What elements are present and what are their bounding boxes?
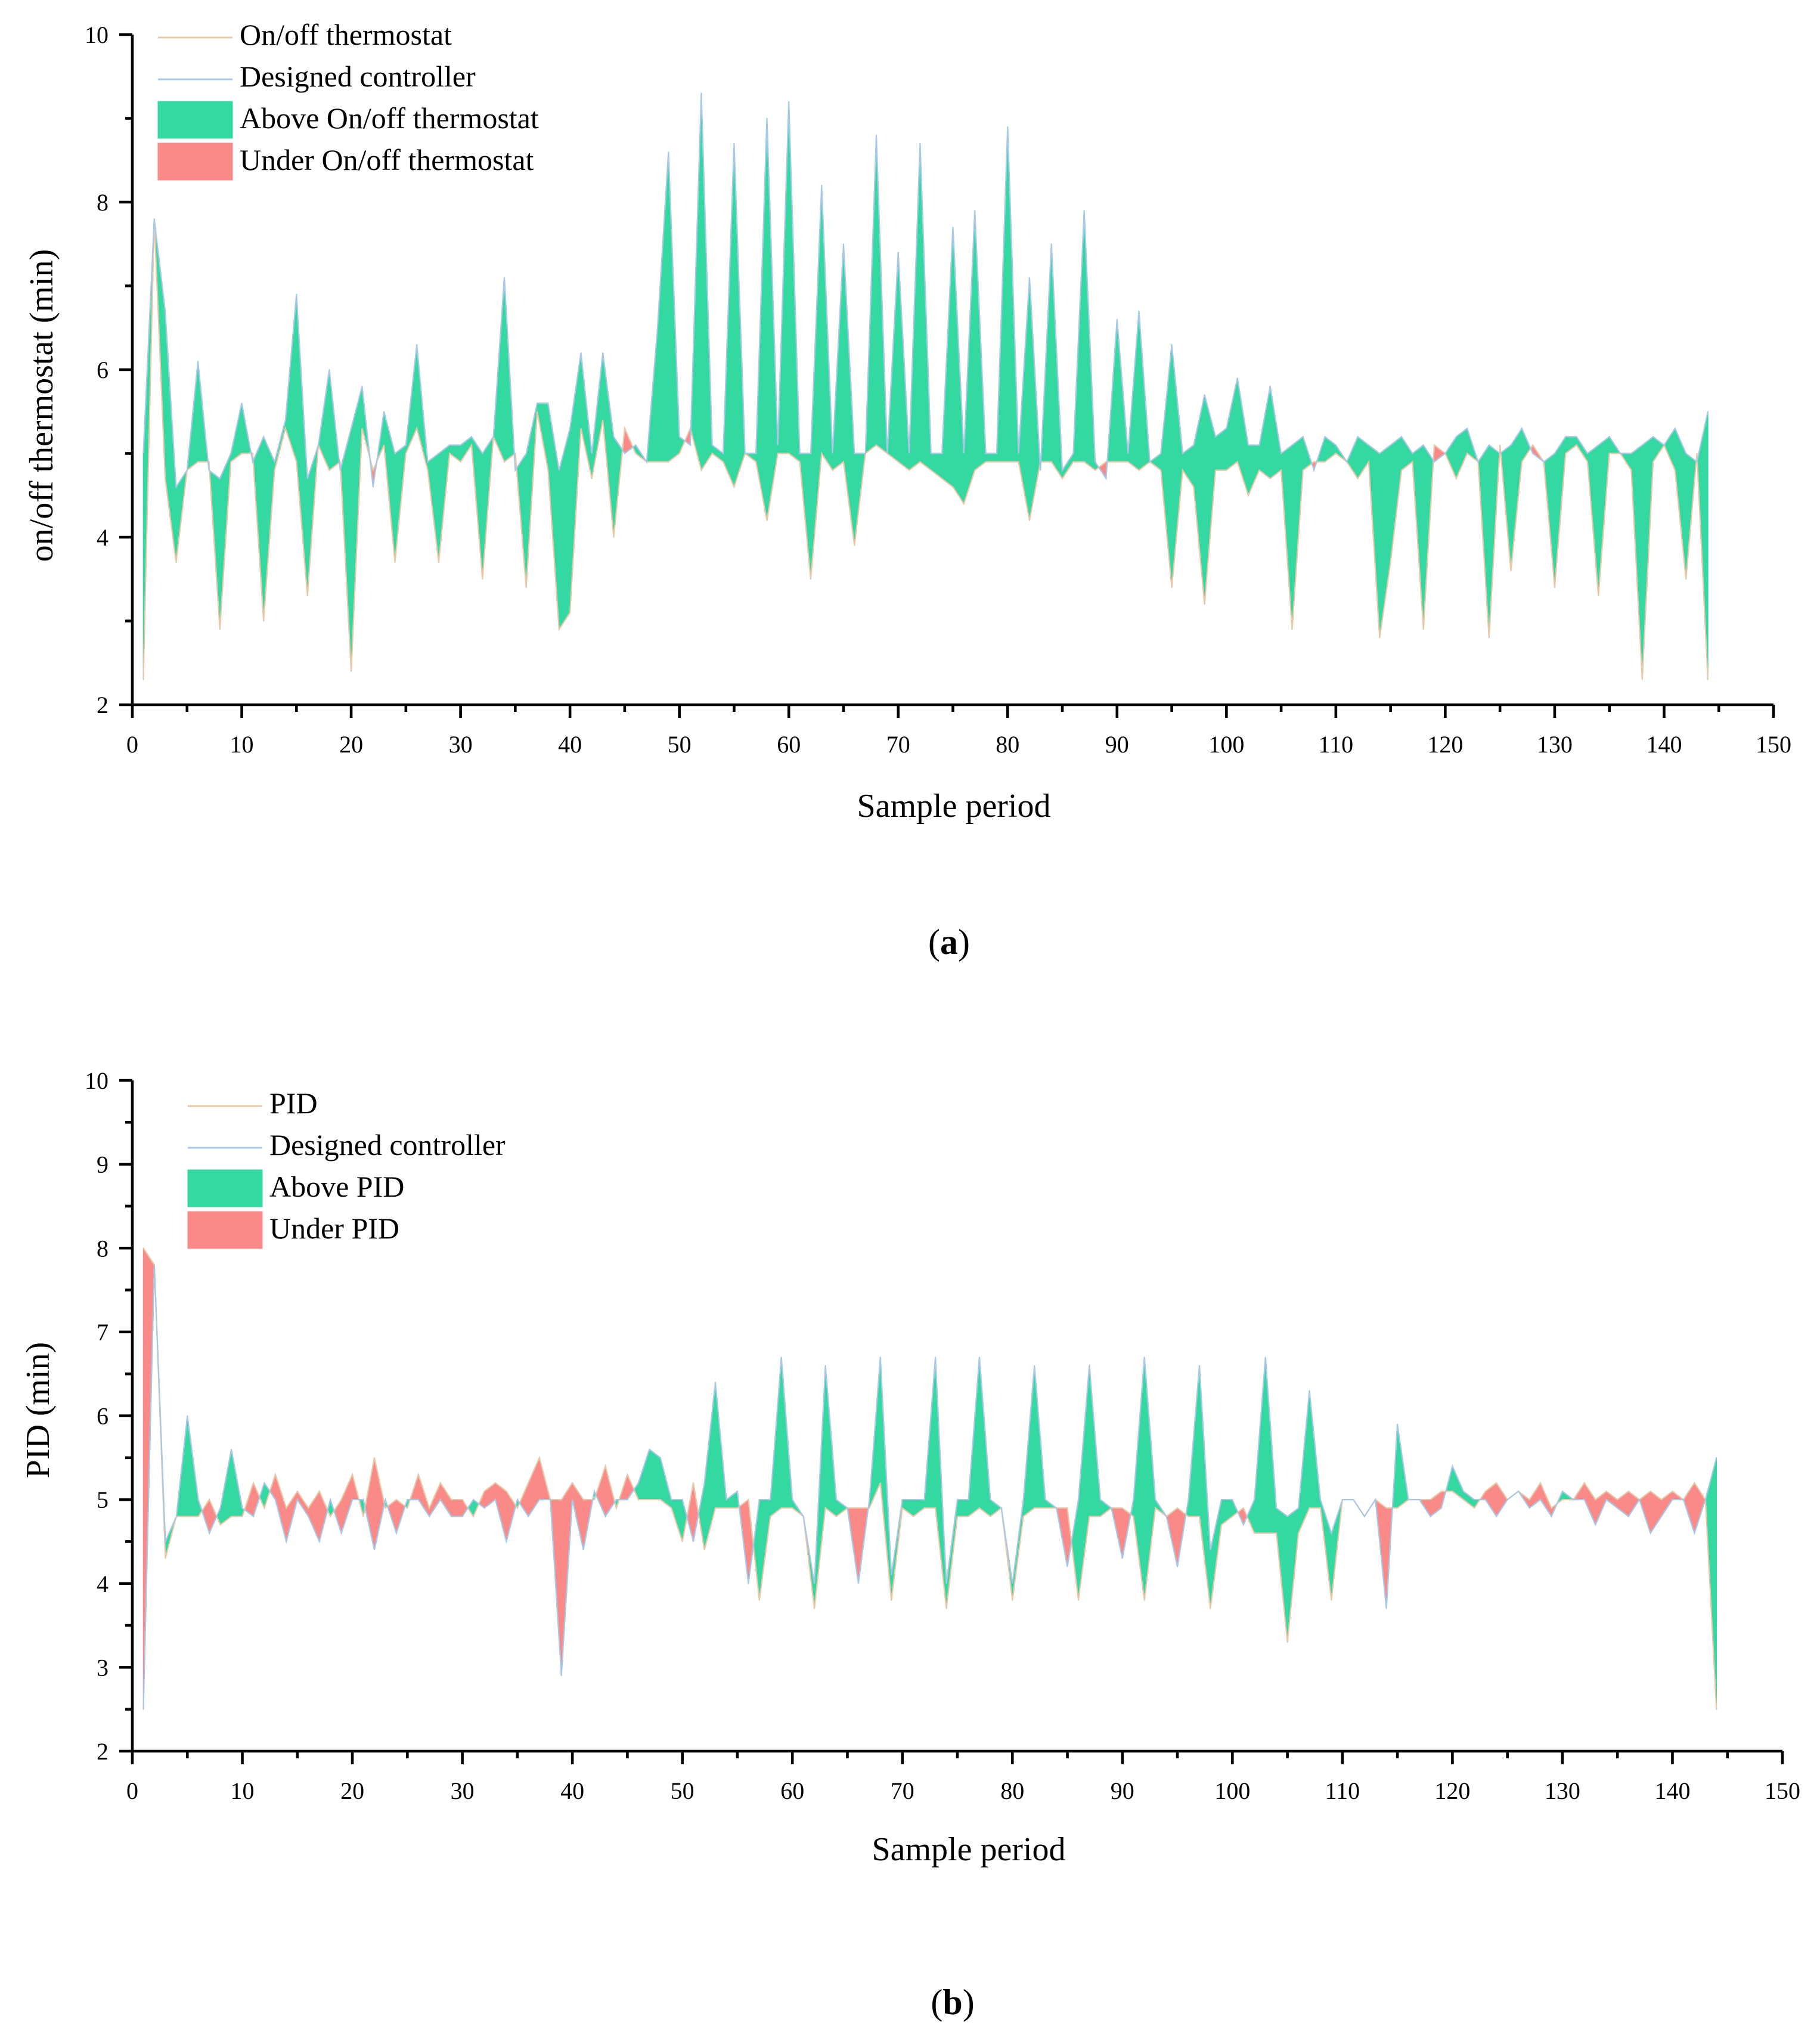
chart-a-axes: 0 10 20 30 40 50 60 70 80 90 100 110 120 130 140 150 2 4 6… bbox=[85, 21, 1791, 758]
chart-a-x-tick-label-100: 100 bbox=[1208, 731, 1244, 758]
chart-b-legend-label-3: Under PID bbox=[269, 1212, 399, 1245]
chart-b-above-area-27 bbox=[697, 1381, 740, 1551]
chart-a-x-tick-label-10: 10 bbox=[230, 731, 254, 758]
chart-a-x-tick-label-50: 50 bbox=[668, 731, 692, 758]
chart-b-y-tick-label-5: 5 bbox=[97, 1486, 108, 1513]
chart-a-reference-line bbox=[142, 219, 1709, 680]
chart-b-y-tick-label-6: 6 bbox=[97, 1403, 108, 1430]
chart-b-x-tick-label-120: 120 bbox=[1434, 1777, 1470, 1804]
chart-b-under-area-14 bbox=[410, 1474, 469, 1517]
chart-a-area-layer bbox=[142, 92, 1709, 680]
chart-panel-a: 0 10 20 30 40 50 60 70 80 90 100 110 120 130 140 150 2 4 6… bbox=[23, 18, 1791, 962]
chart-a-legend-label-1: Designed controller bbox=[240, 60, 476, 93]
chart-b-x-tick-label-100: 100 bbox=[1214, 1777, 1250, 1804]
chart-a-y-tick-label-6: 6 bbox=[97, 357, 108, 383]
chart-b-x-tick-label-30: 30 bbox=[451, 1777, 475, 1804]
chart-b-above-area-31 bbox=[867, 1356, 1057, 1609]
chart-a-legend-label-2: Above On/off thermostat bbox=[240, 101, 539, 135]
chart-a-under-area-21 bbox=[1433, 444, 1446, 463]
chart-b-under-area-10 bbox=[364, 1457, 385, 1551]
chart-b-above-area-3 bbox=[216, 1449, 245, 1526]
chart-b-y-axis-title: PID (min) bbox=[20, 1342, 57, 1479]
chart-a-x-tick-label-30: 30 bbox=[449, 731, 473, 758]
chart-b-x-tick-label-90: 90 bbox=[1111, 1777, 1134, 1804]
chart-b-legend-swatch-3 bbox=[187, 1211, 263, 1249]
chart-b-under-area-36 bbox=[1165, 1507, 1187, 1568]
chart-a-x-tick-label-110: 110 bbox=[1319, 731, 1354, 758]
chart-b-y-tick-label-2: 2 bbox=[97, 1738, 108, 1765]
chart-a-x-tick-label-130: 130 bbox=[1537, 731, 1573, 758]
chart-b-y-tick-label-8: 8 bbox=[97, 1235, 108, 1262]
chart-b-above-area-37 bbox=[1185, 1365, 1239, 1609]
chart-b-above-area-1 bbox=[154, 1264, 203, 1559]
chart-a-legend-swatch-3 bbox=[157, 143, 233, 181]
chart-b-x-tick-label-110: 110 bbox=[1325, 1777, 1360, 1804]
chart-a-above-area-14 bbox=[690, 92, 1041, 580]
chart-a-above-area-2 bbox=[209, 402, 252, 630]
chart-b-legend: PID Designed controller Above PID Under PID bbox=[187, 1086, 506, 1249]
chart-b-above-area-33 bbox=[1071, 1365, 1112, 1601]
chart-a-legend: On/off thermostat Designed controller Abov… bbox=[157, 18, 539, 181]
chart-b-y-tick-label-3: 3 bbox=[97, 1654, 108, 1681]
chart-b-x-tick-label-0: 0 bbox=[126, 1777, 138, 1804]
chart-b-under-area-30 bbox=[847, 1507, 869, 1584]
chart-b-above-area-29 bbox=[753, 1356, 848, 1609]
chart-b-y-tick-label-9: 9 bbox=[97, 1151, 108, 1178]
chart-b-legend-swatch-2 bbox=[187, 1169, 263, 1207]
chart-a-legend-swatch-2 bbox=[157, 101, 233, 139]
chart-b-area-layer bbox=[142, 1247, 1717, 1710]
chart-a-x-tick-label-150: 150 bbox=[1756, 731, 1791, 758]
chart-a-controller-line bbox=[142, 93, 1709, 490]
chart-b-legend-label-1: Designed controller bbox=[269, 1128, 506, 1161]
chart-b-x-tick-label-140: 140 bbox=[1654, 1777, 1690, 1804]
chart-b-y-tick-label-10: 10 bbox=[85, 1067, 108, 1094]
chart-b-legend-label-2: Above PID bbox=[269, 1170, 404, 1203]
chart-a-x-tick-label-90: 90 bbox=[1105, 731, 1129, 758]
chart-b-axes: 0 10 20 30 40 50 60 70 80 90 100 110 120 130 140 150 2 3 4… bbox=[85, 1067, 1800, 1804]
chart-b-x-tick-label-130: 130 bbox=[1545, 1777, 1580, 1804]
chart-a-y-tick-label-4: 4 bbox=[97, 524, 108, 551]
chart-b-x-tick-label-80: 80 bbox=[1000, 1777, 1024, 1804]
chart-b-y-tick-label-7: 7 bbox=[97, 1319, 108, 1346]
chart-b-under-area-50 bbox=[1639, 1491, 1684, 1534]
chart-a-x-tick-label-80: 80 bbox=[996, 731, 1019, 758]
chart-a-x-tick-label-140: 140 bbox=[1646, 731, 1682, 758]
chart-b-x-tick-label-40: 40 bbox=[560, 1777, 584, 1804]
chart-b-above-area-25 bbox=[633, 1449, 688, 1542]
chart-a-legend-label-3: Under On/off thermostat bbox=[240, 143, 534, 176]
chart-a-above-area-6 bbox=[340, 386, 371, 672]
chart-b-under-area-26 bbox=[686, 1482, 699, 1542]
chart-b-x-tick-label-150: 150 bbox=[1765, 1777, 1800, 1804]
chart-a-x-axis-title: Sample period bbox=[857, 788, 1050, 825]
chart-b-x-axis-title: Sample period bbox=[872, 1831, 1065, 1868]
chart-a-x-tick-label-60: 60 bbox=[777, 731, 801, 758]
chart-a-x-tick-label-120: 120 bbox=[1427, 731, 1463, 758]
chart-b-x-tick-label-70: 70 bbox=[891, 1777, 914, 1804]
chart-a-x-tick-label-0: 0 bbox=[126, 731, 138, 758]
chart-b-x-tick-label-10: 10 bbox=[231, 1777, 255, 1804]
chart-b-x-tick-label-20: 20 bbox=[340, 1777, 364, 1804]
chart-a-y-tick-label-8: 8 bbox=[97, 189, 108, 216]
chart-a-x-tick-label-70: 70 bbox=[886, 731, 910, 758]
chart-a-above-area-20 bbox=[1316, 436, 1434, 639]
chart-a-x-tick-label-20: 20 bbox=[339, 731, 363, 758]
chart-a-y-tick-label-2: 2 bbox=[97, 692, 108, 718]
chart-b-controller-line bbox=[142, 1265, 1717, 1709]
chart-b-above-area-39 bbox=[1247, 1356, 1376, 1643]
chart-b-legend-label-0: PID bbox=[269, 1086, 318, 1120]
chart-b-under-area-48 bbox=[1573, 1482, 1640, 1526]
chart-a-caption: (a) bbox=[928, 922, 970, 962]
chart-b-caption: (b) bbox=[931, 1983, 974, 2022]
chart-a-y-axis-title: on/off thermostat (min) bbox=[23, 249, 60, 562]
chart-a-legend-label-0: On/off thermostat bbox=[240, 18, 452, 51]
chart-b-y-tick-label-4: 4 bbox=[97, 1571, 108, 1597]
chart-a-above-area-4 bbox=[252, 293, 340, 622]
chart-b-x-tick-label-50: 50 bbox=[671, 1777, 694, 1804]
chart-a-y-tick-label-10: 10 bbox=[85, 21, 108, 48]
chart-a-x-tick-label-40: 40 bbox=[558, 731, 582, 758]
chart-b-x-tick-label-60: 60 bbox=[780, 1777, 804, 1804]
chart-panel-b: 0 10 20 30 40 50 60 70 80 90 100 110 120 130 140 150 2 3 4… bbox=[20, 1067, 1800, 2022]
